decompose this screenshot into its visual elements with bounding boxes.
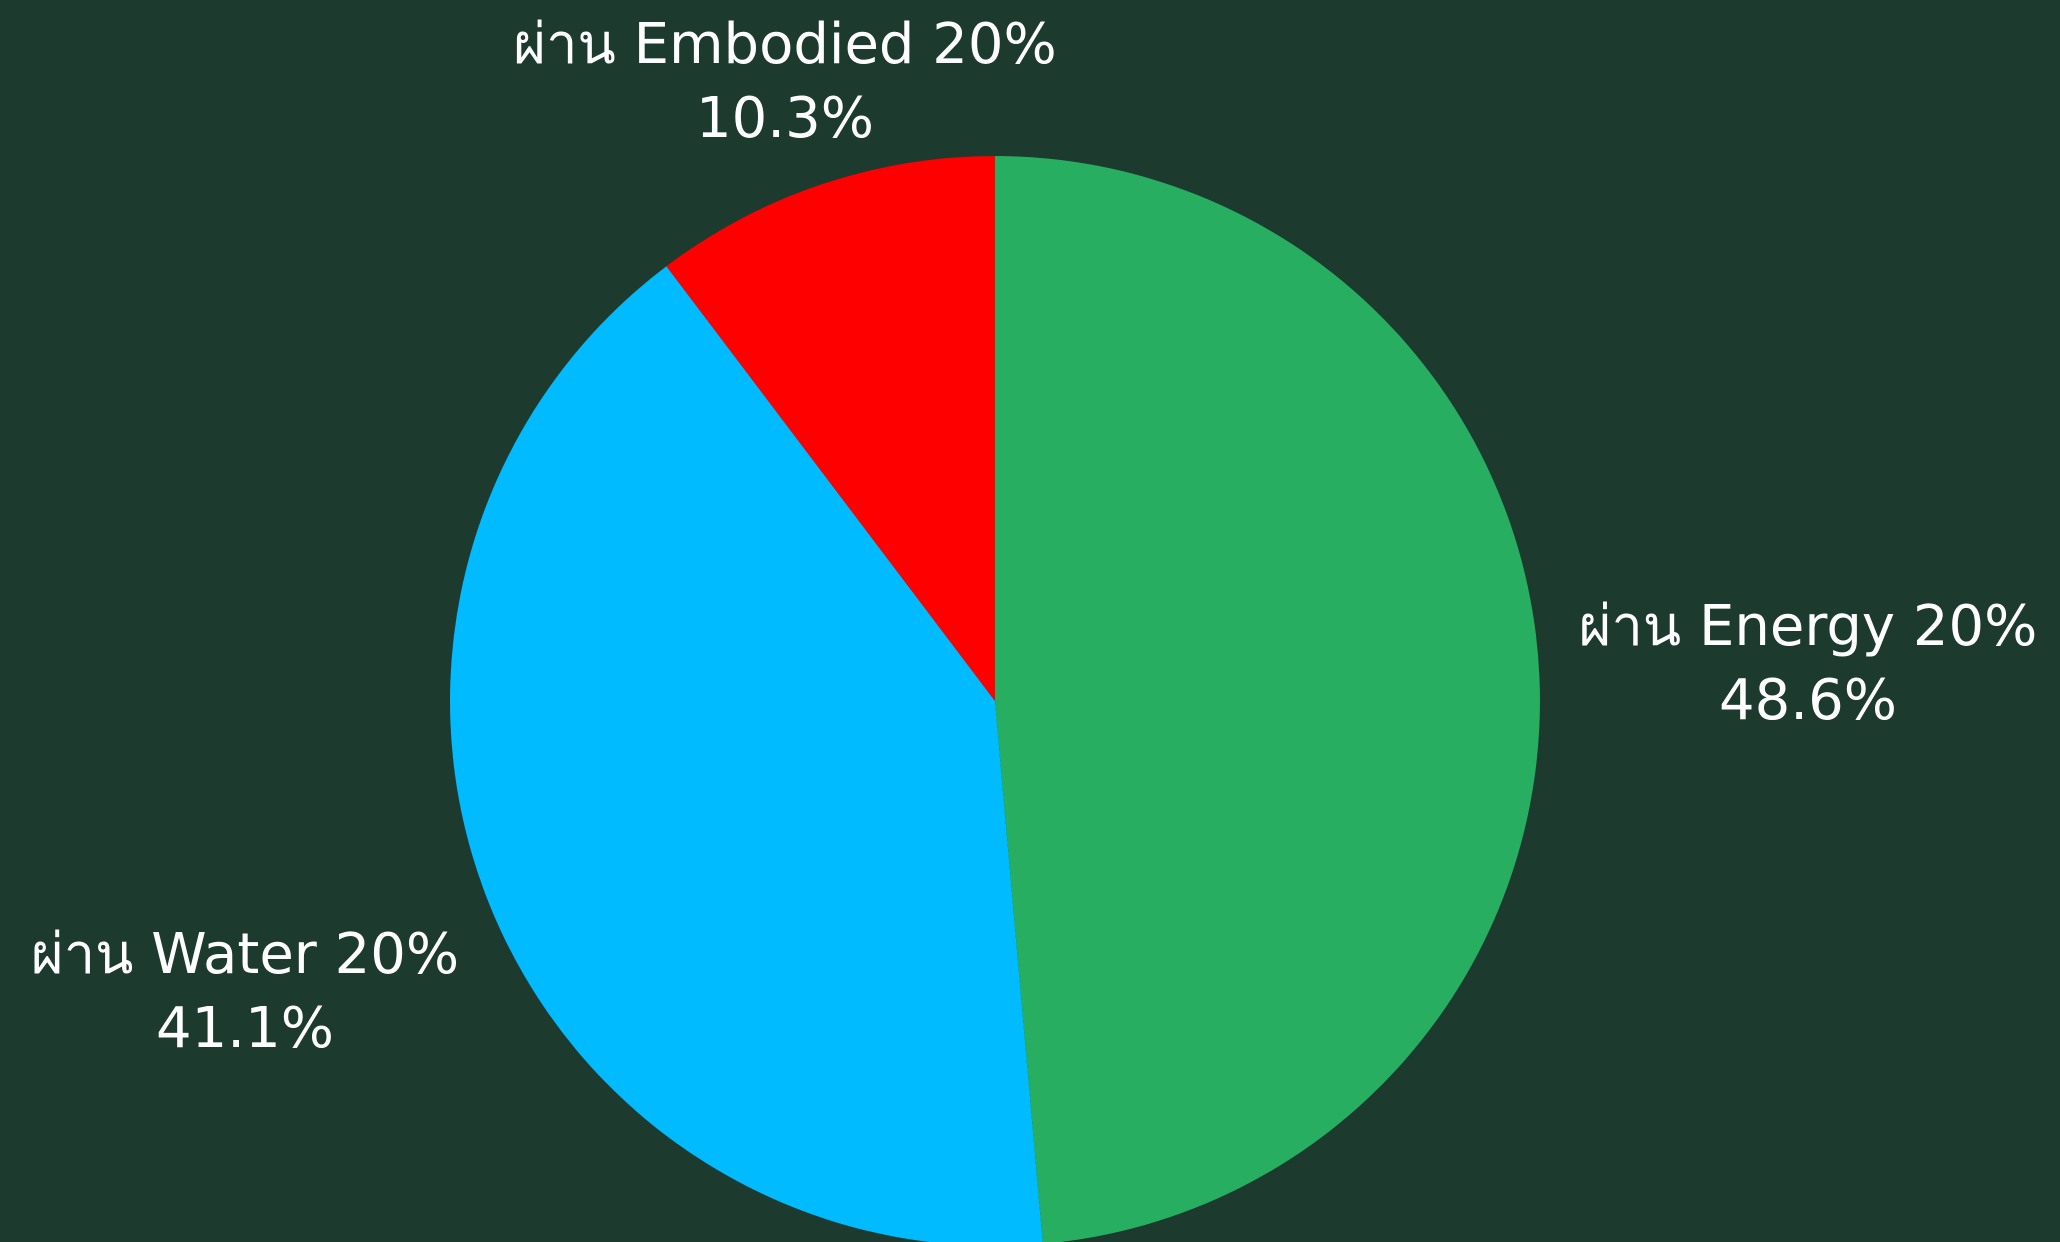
slice-label-energy-value: 48.6% [1719,668,1897,733]
slice-label-water-name: ผ่าน Water 20% [30,922,460,987]
slice-label-energy: ผ่าน Energy 20% 48.6% [1579,590,2038,738]
slice-label-embodied-value: 10.3% [696,86,874,151]
pie-slice-energy [995,156,1540,1242]
slice-label-energy-name: ผ่าน Energy 20% [1578,594,2038,659]
pie-slice-water [450,266,1043,1242]
slice-label-water-value: 41.1% [156,996,334,1061]
slice-label-embodied-name: ผ่าน Embodied 20% [513,12,1057,77]
pie-slice-embodied [666,156,995,701]
slice-label-embodied: ผ่าน Embodied 20% 10.3% [513,8,1056,156]
slice-label-water: ผ่าน Water 20% 41.1% [31,918,459,1066]
